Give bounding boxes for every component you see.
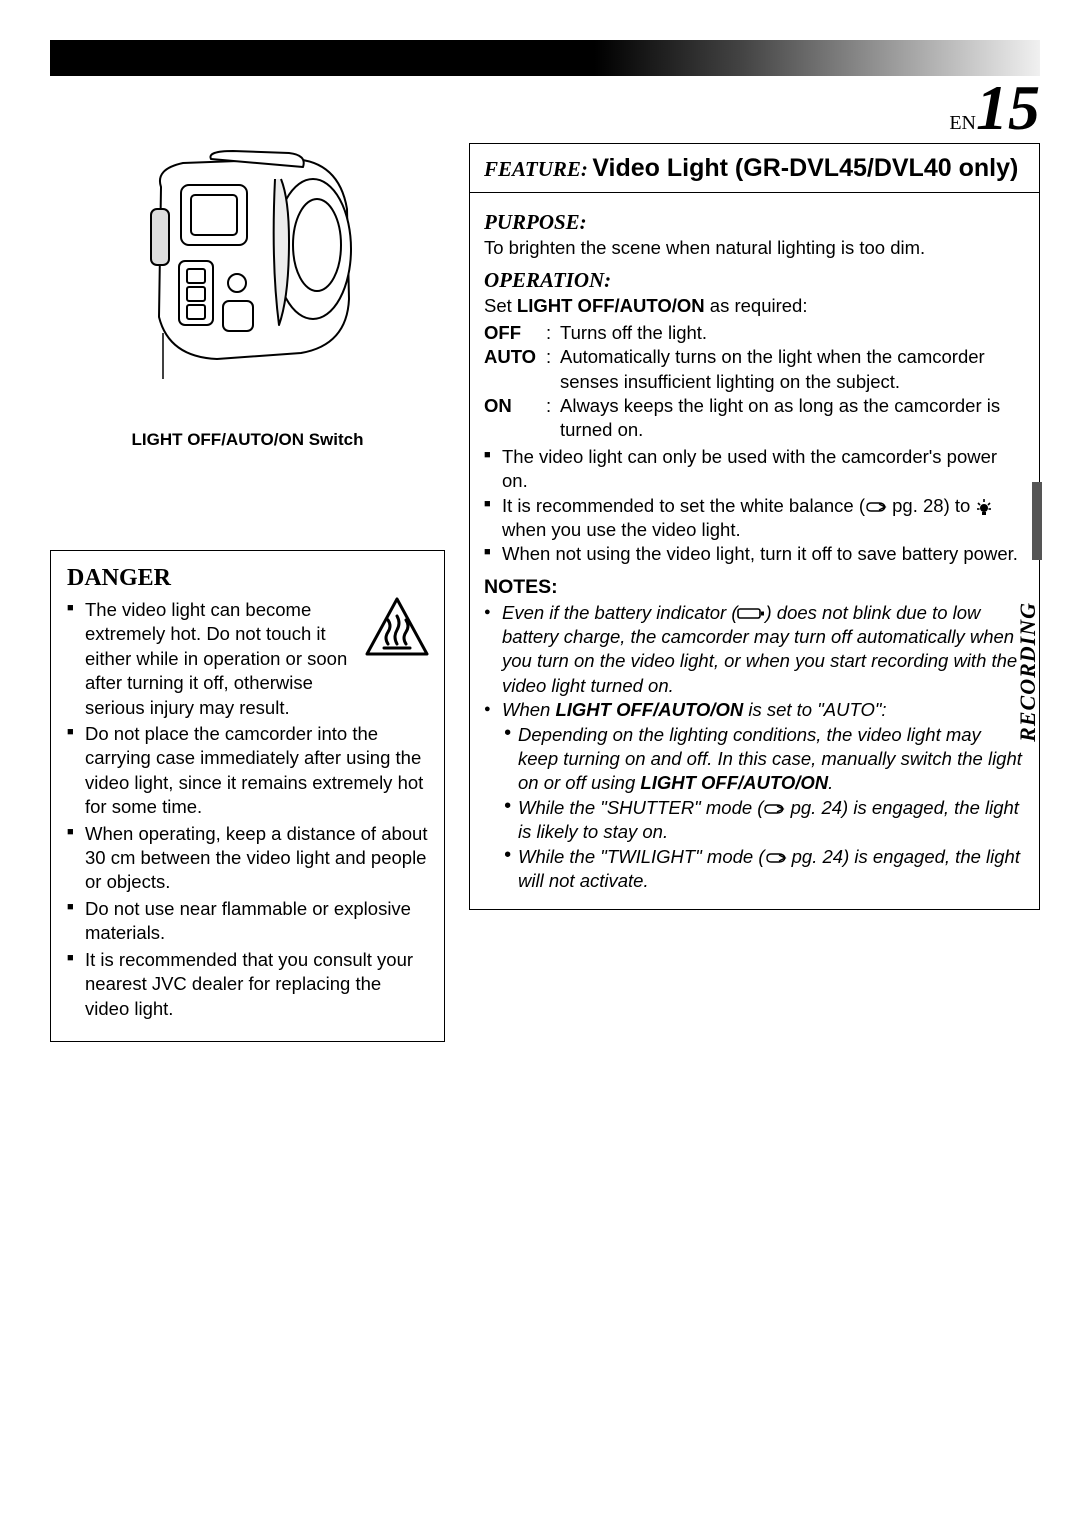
left-column: LIGHT OFF/AUTO/ON Switch DANGER The vide… [50, 143, 445, 1042]
op-val: Turns off the light. [560, 321, 1025, 345]
op-colon: : [546, 394, 560, 443]
n2-bold: LIGHT OFF/AUTO/ON [555, 699, 743, 720]
header-gradient-bar [50, 40, 1040, 76]
note-item: Even if the battery indicator () does no… [484, 601, 1025, 699]
op-colon: : [546, 321, 560, 345]
op-set-post: as required: [705, 295, 808, 316]
op-row-auto: AUTO : Automatically turns on the light … [484, 345, 1025, 394]
danger-title: DANGER [67, 565, 428, 592]
danger-item: When operating, keep a distance of about… [67, 822, 428, 895]
lamp-icon [975, 498, 993, 516]
op-bullet-text: The video light can only be used with th… [502, 446, 997, 491]
op-bullet: When not using the video light, turn it … [484, 542, 1025, 566]
feature-title: Video Light (GR-DVL45/DVL40 only) [592, 154, 1018, 182]
danger-text: Do not place the camcorder into the carr… [85, 723, 423, 817]
notes-label: NOTES: [484, 575, 1025, 601]
reference-hand-icon [765, 851, 787, 865]
note-subitem: While the "TWILIGHT" mode ( pg. 24) is e… [502, 845, 1025, 894]
op-bullet: The video light can only be used with th… [484, 445, 1025, 494]
operation-bullets: The video light can only be used with th… [484, 445, 1025, 567]
op-b2-pre: It is recommended to set the white balan… [502, 495, 865, 516]
camcorder-svg [103, 149, 393, 379]
note-subitem: While the "SHUTTER" mode ( pg. 24) is en… [502, 796, 1025, 845]
op-bullet-text: When not using the video light, turn it … [502, 543, 1018, 564]
op-set-pre: Set [484, 295, 517, 316]
feature-body: PURPOSE: To brighten the scene when natu… [470, 193, 1039, 910]
manual-page: EN15 [0, 0, 1080, 1082]
reference-hand-icon [865, 500, 887, 514]
n2-pre: When [502, 699, 555, 720]
op-colon: : [546, 345, 560, 394]
danger-item: Do not place the camcorder into the carr… [67, 722, 428, 820]
battery-icon [737, 607, 765, 620]
feature-box: FEATURE: Video Light (GR-DVL45/DVL40 onl… [469, 143, 1040, 910]
danger-box: DANGER The video light can become extrem… [50, 550, 445, 1042]
n1-pre: Even if the battery indicator ( [502, 602, 737, 623]
op-val: Always keeps the light on as long as the… [560, 394, 1025, 443]
danger-item: It is recommended that you consult your … [67, 948, 428, 1021]
operation-set-text: Set LIGHT OFF/AUTO/ON as required: [484, 294, 1025, 318]
op-row-on: ON : Always keeps the light on as long a… [484, 394, 1025, 443]
op-set-bold: LIGHT OFF/AUTO/ON [517, 295, 705, 316]
camcorder-illustration: LIGHT OFF/AUTO/ON Switch [50, 143, 445, 450]
op-key: OFF [484, 321, 546, 345]
page-number: 15 [976, 72, 1040, 143]
n2a-bold: LIGHT OFF/AUTO/ON [640, 772, 828, 793]
op-b2-post: when you use the video light. [502, 519, 741, 540]
n2b-pre: While the "SHUTTER" mode ( [518, 797, 763, 818]
danger-text: When operating, keep a distance of about… [85, 823, 428, 893]
note-subitem: Depending on the lighting conditions, th… [502, 723, 1025, 796]
hot-surface-icon [364, 596, 430, 658]
operation-label: OPERATION: [484, 267, 1025, 295]
purpose-text: To brighten the scene when natural light… [484, 236, 1025, 260]
purpose-label: PURPOSE: [484, 209, 1025, 237]
danger-text: It is recommended that you consult your … [85, 949, 413, 1019]
danger-item: The video light can become extremely hot… [67, 598, 428, 720]
n2a-post: . [828, 772, 833, 793]
op-key: ON [484, 394, 546, 443]
page-header: EN15 [50, 82, 1040, 135]
danger-list: The video light can become extremely hot… [67, 598, 428, 1021]
right-column: FEATURE: Video Light (GR-DVL45/DVL40 onl… [469, 143, 1040, 1042]
side-tab: RECORDING [1016, 572, 1040, 742]
feature-header: FEATURE: Video Light (GR-DVL45/DVL40 onl… [470, 144, 1039, 193]
danger-item: Do not use near flammable or explosive m… [67, 897, 428, 946]
op-val: Automatically turns on the light when th… [560, 345, 1025, 394]
operation-table: OFF : Turns off the light. AUTO : Automa… [484, 321, 1025, 443]
notes-list: Even if the battery indicator () does no… [484, 601, 1025, 894]
notes-sublist: Depending on the lighting conditions, th… [502, 723, 1025, 894]
op-key: AUTO [484, 345, 546, 394]
switch-label: LIGHT OFF/AUTO/ON Switch [50, 430, 445, 450]
danger-text: Do not use near flammable or explosive m… [85, 898, 411, 943]
reference-hand-icon [763, 802, 785, 816]
feature-label: FEATURE: [484, 157, 588, 181]
op-b2-pg: pg. 28) to [887, 495, 975, 516]
op-bullet: It is recommended to set the white balan… [484, 494, 1025, 543]
n2-post: is set to "AUTO": [743, 699, 886, 720]
content-columns: LIGHT OFF/AUTO/ON Switch DANGER The vide… [50, 143, 1040, 1042]
n2c-pre: While the "TWILIGHT" mode ( [518, 846, 765, 867]
note-item: When LIGHT OFF/AUTO/ON is set to "AUTO":… [484, 698, 1025, 893]
lang-code: EN [949, 112, 976, 134]
side-tab-bar [1032, 482, 1042, 560]
side-tab-text: RECORDING [1015, 602, 1041, 742]
op-row-off: OFF : Turns off the light. [484, 321, 1025, 345]
